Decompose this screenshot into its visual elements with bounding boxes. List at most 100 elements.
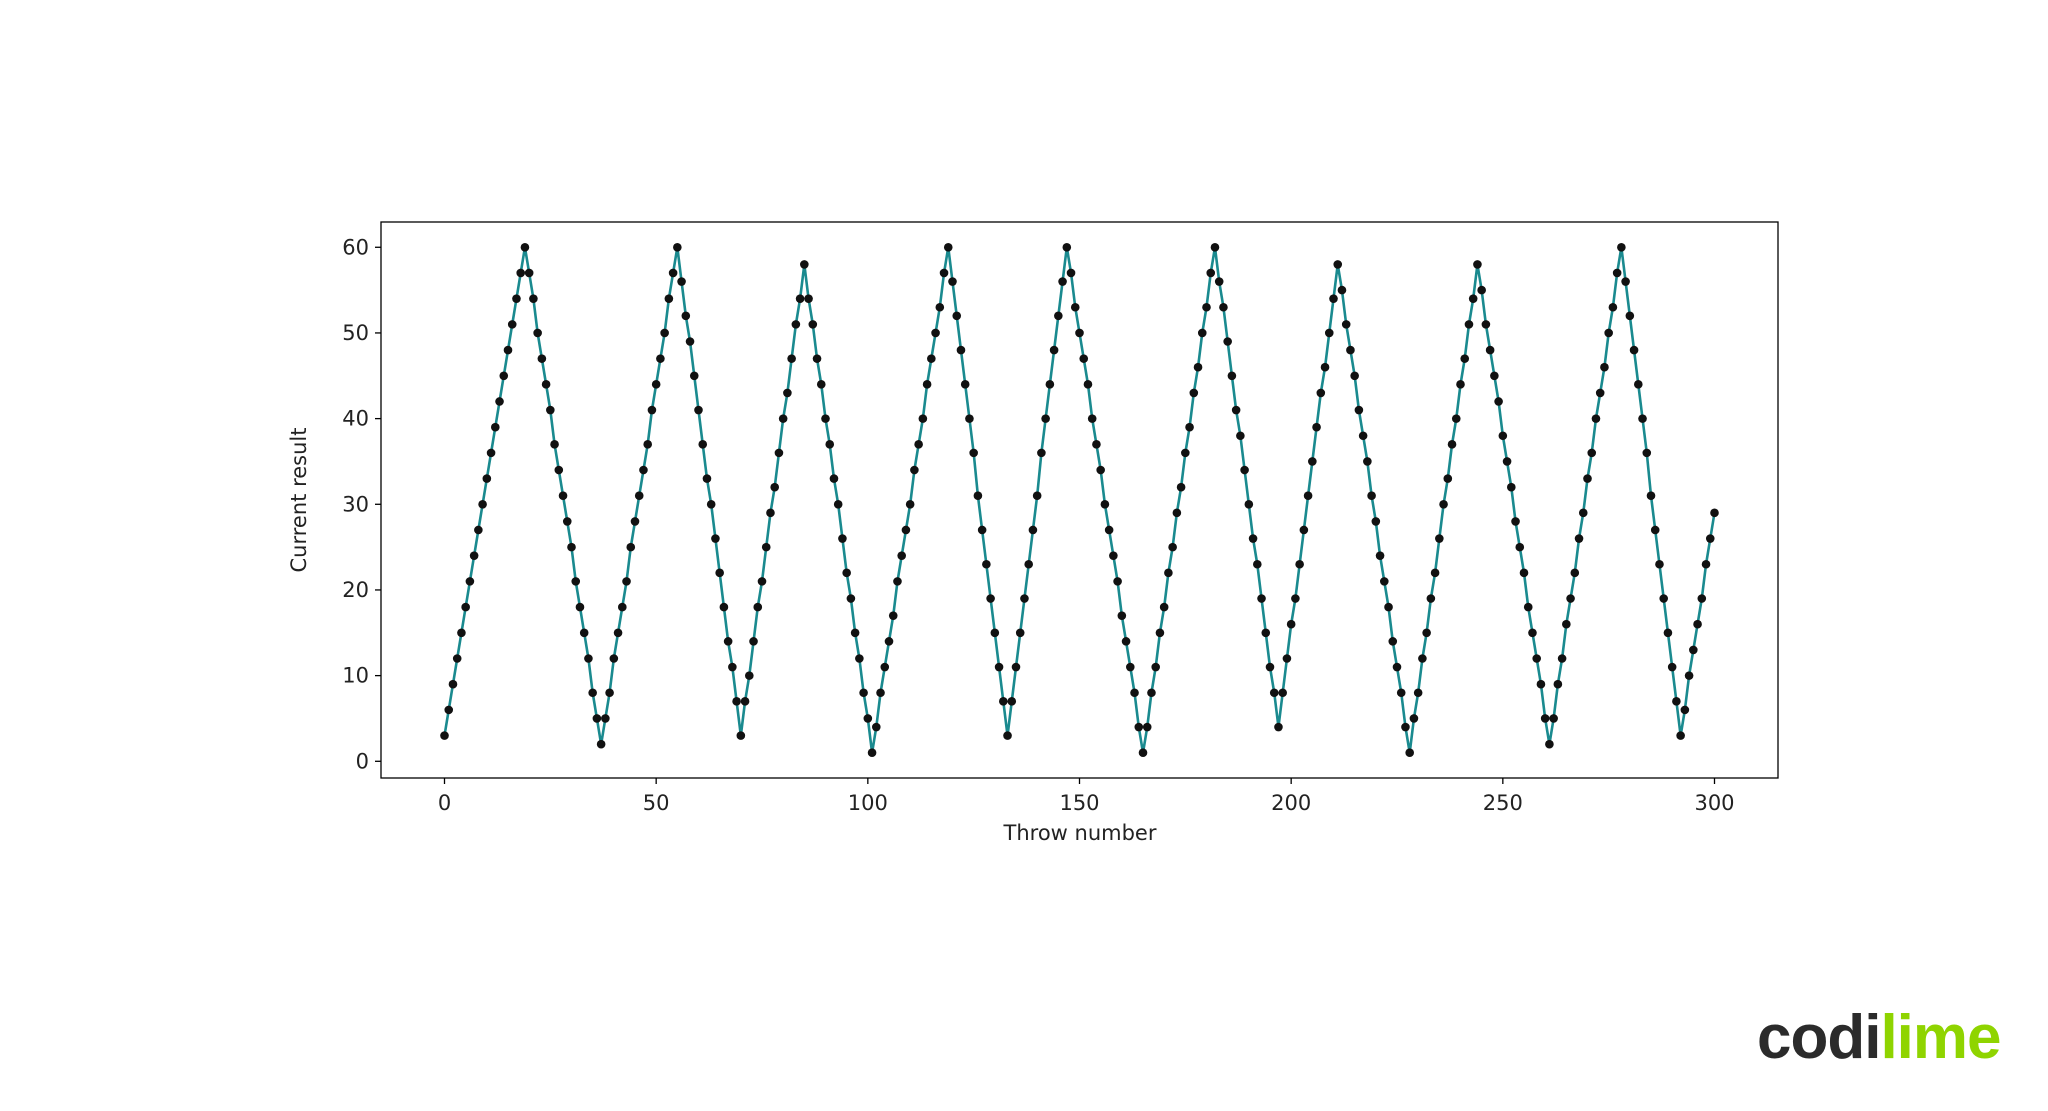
y-tick-label: 30 [342,492,369,516]
data-point [1181,448,1190,458]
data-point [723,637,733,646]
data-point [1329,294,1338,303]
data-point [1659,594,1668,603]
data-point [1680,705,1690,715]
data-point [1337,285,1347,295]
data-point [1020,594,1029,603]
data-point [800,260,809,269]
data-point [1261,628,1271,638]
data-point [1295,559,1304,569]
data-point [1087,414,1097,423]
data-point [829,474,839,483]
data-point [1519,568,1529,578]
data-point [1642,448,1652,458]
data-point [1396,688,1406,698]
data-point [1587,448,1597,458]
data-point [575,602,585,612]
data-point [444,705,454,715]
data-point [1189,388,1199,398]
data-point [558,491,568,501]
data-point [1236,431,1245,441]
data-point [1126,662,1135,672]
data-point [1617,242,1626,252]
data-point [660,328,669,338]
data-point [1066,268,1076,278]
x-tick-label: 50 [643,791,670,815]
data-point [584,654,593,663]
data-point [1062,242,1072,252]
data-point [1511,517,1520,526]
data-point [702,474,712,483]
data-point [1401,722,1410,732]
data-point [596,739,606,749]
data-point [1032,491,1042,501]
data-point [1456,380,1465,389]
plot-frame [380,221,1779,779]
data-point [685,337,695,346]
data-point [698,440,708,449]
data-point [1341,320,1351,329]
data-point [960,380,970,389]
data-point [778,414,788,423]
data-point [952,311,962,321]
data-point [1113,577,1122,586]
data-point [1185,422,1194,432]
data-point [1278,688,1287,698]
y-tick-label: 60 [342,235,369,259]
data-point [499,371,509,381]
data-point [770,482,779,492]
data-point [749,637,758,646]
data-point [1248,534,1258,543]
data-point [766,508,775,518]
data-point [1528,628,1537,638]
data-point [1422,628,1431,638]
data-point [1346,345,1355,355]
data-point [956,345,966,355]
data-point [562,517,572,526]
data-point [1210,242,1220,252]
x-tick-label: 300 [1694,791,1734,815]
data-point [495,397,504,406]
data-point [740,697,750,706]
data-point [1079,354,1089,363]
data-point [982,559,991,569]
data-point [1494,397,1503,406]
data-point [1240,465,1249,475]
data-point [715,568,724,578]
data-point [914,440,923,449]
data-point [1324,328,1334,338]
data-point [1540,714,1550,723]
data-point [948,277,957,286]
data-point [1308,457,1317,466]
data-point [711,534,720,543]
data-point [1100,499,1110,509]
data-point [1439,499,1448,509]
data-point [1625,311,1635,321]
data-point [1705,534,1715,543]
data-point [1041,414,1050,423]
data-point [1477,285,1486,295]
data-point [1536,679,1546,689]
data-point [1058,277,1067,286]
data-point [605,688,614,698]
y-axis-label: Current result [287,428,311,573]
y-tick-label: 40 [342,407,369,431]
x-tick-label: 0 [438,791,451,815]
data-point [1634,380,1643,389]
data-point [939,268,949,278]
data-point [1015,628,1025,638]
data-point [821,414,830,423]
x-axis-label: Throw number [1003,821,1157,845]
data-point [1104,525,1114,535]
data-point [1418,654,1427,663]
data-point [1701,559,1711,569]
data-point [990,628,1000,638]
data-point [1109,551,1118,560]
y-tick-label: 0 [356,749,369,773]
data-point [1426,594,1436,603]
data-point [1350,371,1359,381]
data-point [1380,577,1389,586]
data-point [491,422,500,432]
data-point [1667,662,1677,672]
